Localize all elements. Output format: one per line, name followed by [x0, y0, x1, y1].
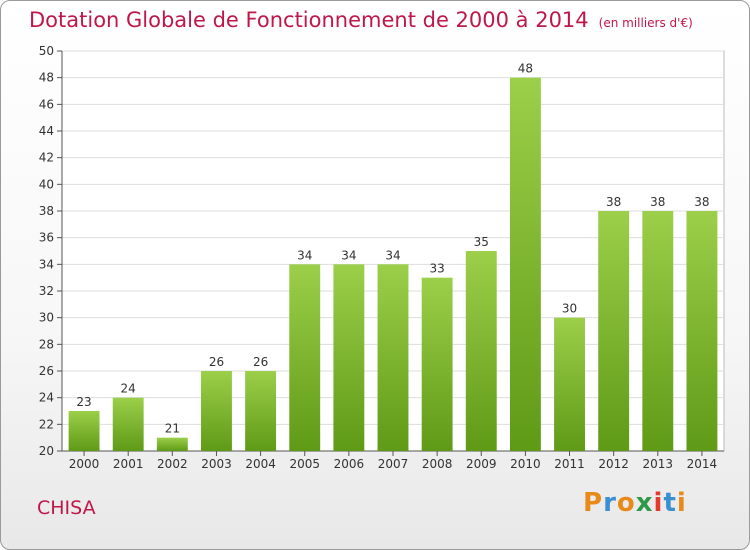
y-tick-label: 44 [39, 124, 54, 138]
proxiti-logo: Proxiti [583, 488, 687, 518]
logo-letter: P [583, 488, 604, 518]
chart-title: Dotation Globale de Fonctionnement de 20… [29, 8, 693, 32]
bar-2013 [642, 211, 674, 451]
logo-letter: i [676, 488, 687, 518]
bar-2003 [201, 371, 232, 451]
y-tick-label: 50 [39, 44, 54, 58]
bar-value-label: 33 [429, 262, 444, 276]
bar-2009 [465, 251, 497, 451]
bar-2004 [245, 371, 277, 451]
x-tick-label: 2011 [554, 457, 585, 471]
y-tick-label: 26 [39, 364, 54, 378]
bar-2001 [112, 397, 144, 451]
logo-letter: o [616, 488, 636, 518]
y-tick-label: 46 [39, 97, 54, 111]
x-tick-label: 2002 [157, 457, 188, 471]
y-tick-label: 22 [39, 417, 54, 431]
x-tick-label: 2001 [113, 457, 144, 471]
bar-value-label: 34 [341, 248, 356, 262]
logo-letter: x [635, 488, 654, 518]
bar-value-label: 23 [76, 395, 91, 409]
bar-2012 [598, 211, 630, 451]
logo-letter: t [663, 488, 677, 518]
x-tick-label: 2010 [510, 457, 541, 471]
x-tick-label: 2012 [598, 457, 629, 471]
bar-value-label: 26 [209, 355, 224, 369]
chart-title-text: Dotation Globale de Fonctionnement de 20… [29, 8, 589, 32]
bar-value-label: 34 [297, 248, 312, 262]
bar-2006 [333, 264, 365, 451]
y-tick-label: 30 [39, 311, 54, 325]
bar-2000 [68, 411, 100, 451]
y-tick-label: 32 [39, 284, 54, 298]
bar-2007 [377, 264, 409, 451]
y-tick-label: 42 [39, 151, 54, 165]
x-tick-label: 2003 [201, 457, 232, 471]
y-tick-label: 34 [39, 257, 54, 271]
bar-value-label: 38 [694, 195, 709, 209]
y-tick-label: 40 [39, 177, 54, 191]
y-tick-label: 48 [39, 71, 54, 85]
commune-name: CHISA [37, 497, 96, 519]
logo-letter: i [653, 488, 664, 518]
x-tick-label: 2008 [422, 457, 453, 471]
x-tick-label: 2000 [69, 457, 100, 471]
chart-unit: (en milliers d'€) [598, 16, 693, 30]
x-tick-label: 2005 [289, 457, 320, 471]
y-tick-label: 20 [39, 444, 54, 458]
bar-2005 [289, 264, 321, 451]
x-tick-label: 2004 [245, 457, 276, 471]
bar-2011 [554, 317, 585, 451]
y-tick-label: 28 [39, 337, 54, 351]
logo-letter: r [603, 488, 617, 518]
x-tick-label: 2006 [334, 457, 365, 471]
x-tick-label: 2007 [378, 457, 409, 471]
y-tick-label: 38 [39, 204, 54, 218]
bar-2014 [686, 211, 718, 451]
bar-2002 [156, 437, 188, 451]
bar-value-label: 21 [165, 422, 180, 436]
bar-value-label: 30 [562, 302, 577, 316]
bar-2008 [421, 277, 453, 451]
y-tick-label: 36 [39, 231, 54, 245]
bar-value-label: 35 [474, 235, 489, 249]
bar-value-label: 26 [253, 355, 268, 369]
bar-value-label: 38 [650, 195, 665, 209]
bar-2010 [509, 77, 541, 452]
x-tick-label: 2013 [643, 457, 674, 471]
x-tick-label: 2014 [687, 457, 718, 471]
bar-value-label: 34 [385, 248, 400, 262]
bar-value-label: 48 [518, 62, 533, 76]
bar-value-label: 24 [121, 382, 136, 396]
x-tick-label: 2009 [466, 457, 497, 471]
y-tick-label: 24 [39, 391, 54, 405]
bar-value-label: 38 [606, 195, 621, 209]
